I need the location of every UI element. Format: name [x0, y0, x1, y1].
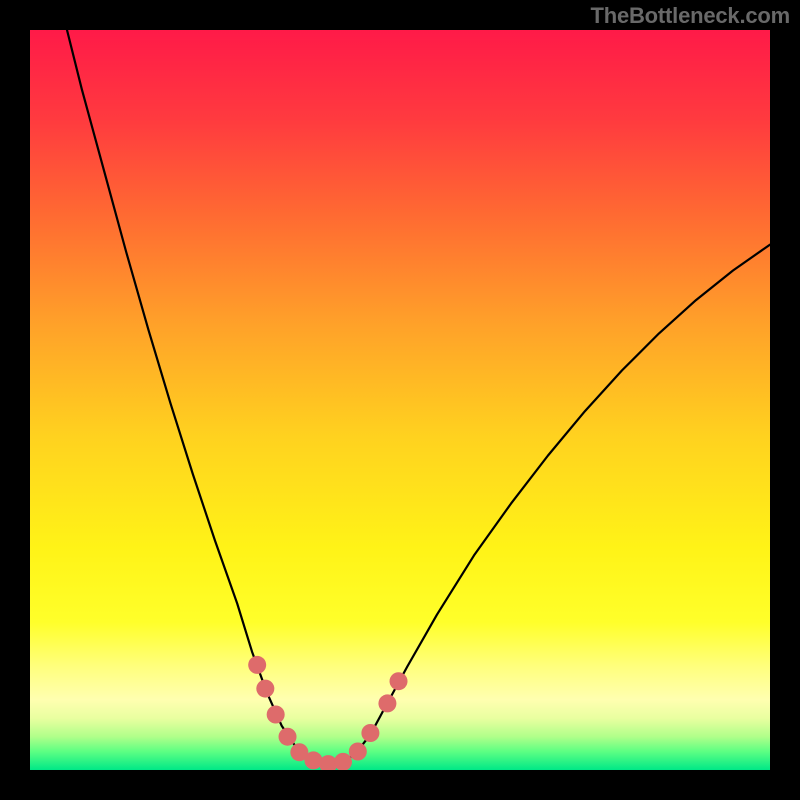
- highlight-marker: [279, 728, 297, 746]
- bottleneck-curve: [67, 30, 770, 765]
- highlight-marker: [361, 724, 379, 742]
- highlight-marker: [248, 656, 266, 674]
- watermark-text: TheBottleneck.com: [590, 3, 790, 29]
- highlight-marker: [267, 706, 285, 724]
- plot-area: [30, 30, 770, 770]
- chart-svg: [30, 30, 770, 770]
- highlight-marker: [390, 672, 408, 690]
- highlight-marker: [256, 680, 274, 698]
- highlight-marker: [349, 743, 367, 761]
- highlight-marker: [378, 694, 396, 712]
- highlight-marker: [334, 753, 352, 770]
